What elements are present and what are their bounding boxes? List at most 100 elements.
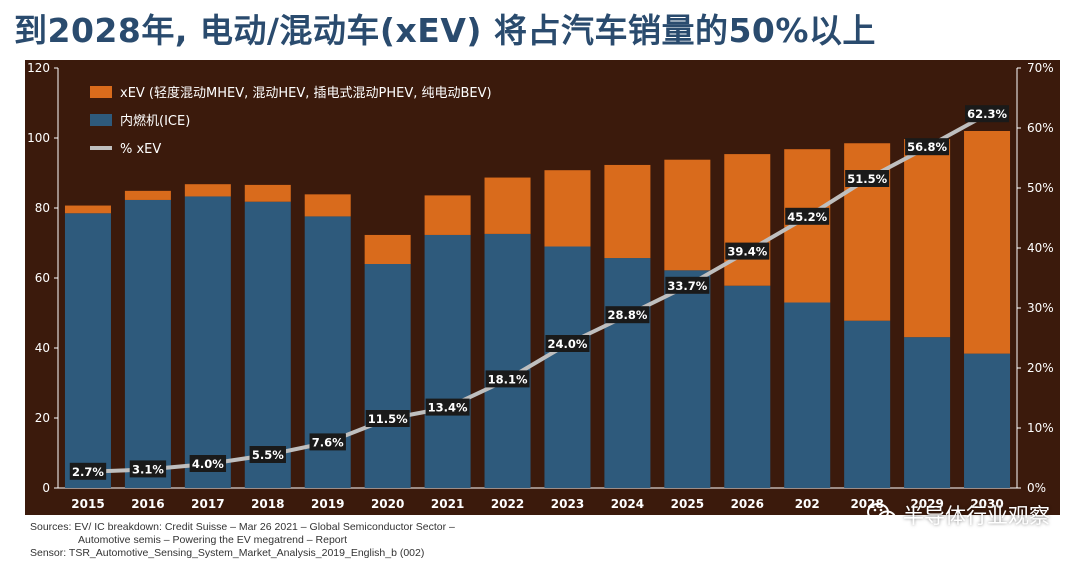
pct-label-text: 39.4% xyxy=(727,245,767,259)
legend-swatch-ice xyxy=(90,114,112,126)
x-tick-label: 2020 xyxy=(371,497,404,511)
bar-xev xyxy=(304,194,351,217)
chart-legend: xEV (轻度混动MHEV, 混动HEV, 插电式混动PHEV, 纯电动BEV)… xyxy=(90,85,492,157)
y2-tick-label: 40% xyxy=(1027,241,1054,255)
wechat-icon xyxy=(867,503,896,526)
x-tick-label: 2024 xyxy=(611,497,644,511)
pct-label-text: 62.3% xyxy=(967,107,1007,121)
footer-line-2: Automotive semis – Powering the EV megat… xyxy=(78,534,348,546)
legend-label-pct: % xEV xyxy=(120,142,161,157)
pct-label-text: 24.0% xyxy=(548,337,588,351)
pct-label-bg xyxy=(785,207,830,225)
footer-line-1: Sources: EV/ IC breakdown: Credit Suisse… xyxy=(30,521,455,533)
bar-ice xyxy=(964,353,1011,488)
pct-label-text: 18.1% xyxy=(488,372,528,386)
bar-ice xyxy=(664,270,711,488)
bar-xev xyxy=(124,190,171,200)
bar-xev xyxy=(424,195,471,235)
pct-data-label: 7.6% xyxy=(309,433,346,451)
bar-ice xyxy=(184,196,231,488)
pct-label-bg xyxy=(605,306,650,324)
x-tick-label: 2018 xyxy=(251,497,284,511)
pct-data-label: 18.1% xyxy=(485,370,530,388)
y-tick-label: 60 xyxy=(35,271,50,285)
y-tick-label: 0 xyxy=(42,481,50,495)
pct-data-label: 62.3% xyxy=(965,105,1010,123)
pct-data-label: 4.0% xyxy=(189,455,227,472)
bar-xev xyxy=(724,154,771,286)
x-tick-label: 2023 xyxy=(551,497,584,511)
legend-swatch-xev xyxy=(90,86,112,98)
bar-xev xyxy=(544,170,591,247)
pct-data-label: 28.8% xyxy=(605,306,650,324)
pct-label-text: 5.5% xyxy=(252,448,284,462)
x-tick-label: 2015 xyxy=(71,497,104,511)
pct-data-label: 13.4% xyxy=(425,398,470,416)
pct-label-bg xyxy=(249,446,286,463)
pct-label-bg xyxy=(905,138,950,156)
x-tick-label: 2016 xyxy=(131,497,164,511)
bar-ice xyxy=(424,234,471,488)
pct-label-bg xyxy=(965,105,1010,123)
bar-ice xyxy=(604,258,651,488)
bar-xev xyxy=(964,131,1011,354)
y-tick-label: 100 xyxy=(27,131,50,145)
y2-tick-label: 10% xyxy=(1027,421,1054,435)
bar-xev xyxy=(64,205,111,214)
pct-label-bg xyxy=(129,460,167,478)
pct-label-text: 45.2% xyxy=(787,210,827,224)
bar-ice xyxy=(484,233,531,488)
bar-xev xyxy=(904,139,951,338)
x-tick-label: 2022 xyxy=(491,497,524,511)
bar-ice xyxy=(364,264,411,488)
x-tick-label: 2025 xyxy=(671,497,704,511)
y2-tick-label: 70% xyxy=(1027,61,1054,75)
bar-xev xyxy=(604,164,651,259)
stacked-bar-chart: 0 20 40 60 80 100 120 0% 10% 20% 30% 40% 50% 60% 70% 2… xyxy=(25,60,1060,515)
pct-label-text: 28.8% xyxy=(607,308,647,322)
pct-label-bg xyxy=(425,398,470,416)
bar-ice xyxy=(244,201,291,488)
y-tick-label: 20 xyxy=(35,411,50,425)
y2-tick-label: 30% xyxy=(1027,301,1054,315)
y-tick-label: 120 xyxy=(27,61,50,75)
pct-label-text: 51.5% xyxy=(847,172,887,186)
bar-ice xyxy=(904,337,951,488)
bar-ice xyxy=(724,285,771,488)
pct-label-text: 7.6% xyxy=(312,435,344,449)
y2-tick-label: 0% xyxy=(1027,481,1046,495)
y2-tick-label: 60% xyxy=(1027,121,1054,135)
bar-ice xyxy=(124,199,171,488)
bar-xev xyxy=(364,234,411,264)
x-tick-label: 202 xyxy=(795,497,820,511)
pct-label-text: 2.7% xyxy=(72,465,104,479)
pct-data-label: 11.5% xyxy=(365,410,410,427)
footer-line-3: Sensor: TSR_Automotive_Sensing_System_Ma… xyxy=(30,547,425,559)
pct-data-label: 3.1% xyxy=(129,460,167,478)
bar-ice xyxy=(844,320,891,488)
pct-label-bg xyxy=(365,410,410,427)
watermark-text: 半导体行业观察 xyxy=(903,504,1050,528)
pct-label-bg xyxy=(309,433,346,451)
bar-ice xyxy=(784,302,831,488)
x-tick-label: 2029 xyxy=(910,497,943,511)
pct-data-label: 39.4% xyxy=(725,242,770,260)
bar-xev xyxy=(244,184,291,202)
pct-data-label: 5.5% xyxy=(249,446,286,463)
bar-xev xyxy=(484,177,531,234)
bar-ice xyxy=(544,246,591,488)
pct-data-label: 56.8% xyxy=(905,138,950,156)
legend-label-xev: xEV (轻度混动MHEV, 混动HEV, 插电式混动PHEV, 纯电动BEV) xyxy=(120,85,492,101)
pct-label-bg xyxy=(845,170,890,187)
page-title: 到2028年, 电动/混动车(xEV) 将占汽车销量的50%以上 xyxy=(14,11,876,50)
x-tick-label: 2019 xyxy=(311,497,344,511)
pct-label-bg xyxy=(725,242,770,260)
pct-xev-line xyxy=(87,112,988,474)
pct-label-text: 13.4% xyxy=(428,401,468,415)
legend-label-ice: 内燃机(ICE) xyxy=(120,113,190,129)
x-tick-label: 2028 xyxy=(850,497,883,511)
bar-xev xyxy=(184,184,231,197)
pct-data-label: 33.7% xyxy=(665,276,710,294)
bar-ice xyxy=(64,213,111,488)
pct-label-bg xyxy=(69,462,107,480)
